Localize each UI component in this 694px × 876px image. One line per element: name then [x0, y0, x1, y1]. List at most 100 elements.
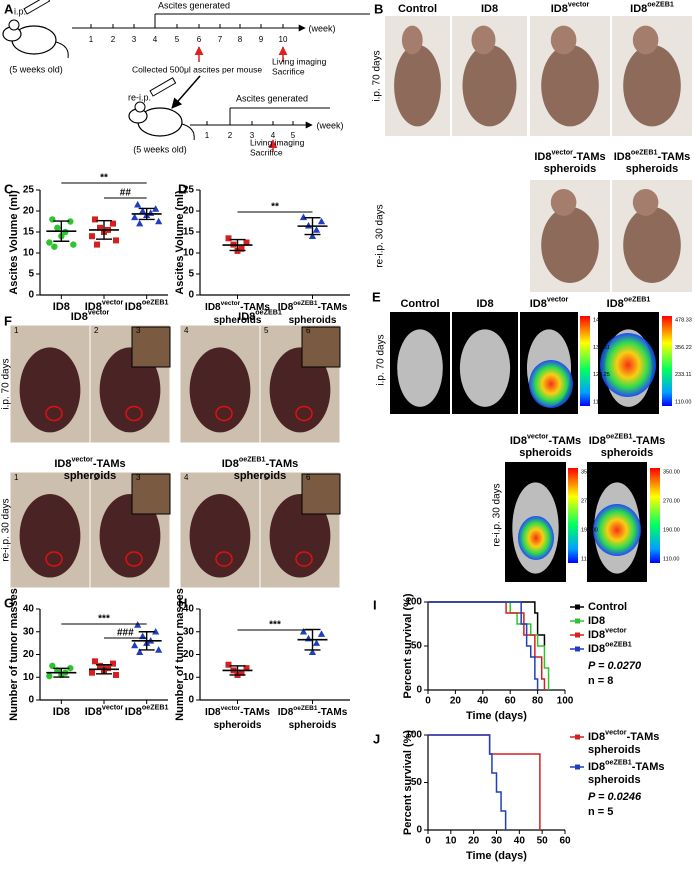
- label-part: ID8: [530, 298, 547, 310]
- scale-label: 356.22: [675, 345, 692, 351]
- photo-number: 5: [264, 326, 269, 335]
- data-point: [238, 669, 245, 676]
- mouse-icon: [134, 101, 146, 113]
- superscript: oeZEB1: [605, 758, 632, 766]
- label-part: spheroids: [588, 744, 641, 756]
- label-part: -TAMs: [240, 707, 270, 718]
- y-tick-label: 100: [405, 597, 422, 608]
- label-part: ID8: [588, 615, 605, 627]
- superscript: oeZEB1: [606, 432, 633, 440]
- label: ID8oeZEB1-TAMs: [222, 455, 299, 469]
- photo: [459, 329, 511, 407]
- label: ID8oeZEB1: [238, 308, 282, 322]
- label: re-i.p.: [128, 92, 151, 102]
- survival-curve: [428, 601, 546, 646]
- x-tick-label: ID8vector-TAMs: [205, 705, 270, 718]
- label: Ascites generated: [158, 0, 230, 10]
- label-part: ID8: [85, 301, 102, 313]
- scale-label: 140.76: [593, 317, 610, 323]
- x-tick-label: ID8oeZEB1: [125, 703, 169, 717]
- label-part: spheroids: [519, 447, 572, 459]
- y-axis-label: Number of tumor masses: [8, 588, 20, 721]
- label-part: ID8: [588, 731, 605, 743]
- annotation: P = 0.0246: [588, 791, 642, 803]
- mouse-icon: [55, 41, 69, 59]
- label: ID8vector: [551, 0, 590, 14]
- superscript: oeZEB1: [605, 640, 632, 648]
- photo-number: 1: [14, 326, 19, 335]
- photo: [394, 44, 441, 127]
- label: re-i.p. 30 days: [492, 483, 503, 546]
- data-point: [225, 661, 232, 668]
- x-tick-label: ID8: [53, 301, 70, 313]
- signal: [600, 333, 656, 397]
- panel-label: C: [4, 181, 14, 196]
- label: 6: [197, 35, 202, 44]
- scale-label: 478.33: [675, 317, 692, 323]
- photo: [462, 44, 517, 127]
- superscript: vector: [221, 300, 241, 307]
- data-point: [134, 200, 142, 208]
- data-point: [89, 233, 95, 240]
- scale-label: 130.51: [593, 345, 610, 351]
- scale-label: 350.00: [663, 469, 680, 475]
- panel-label: H: [178, 595, 187, 610]
- photo: [623, 206, 681, 284]
- scale-label: 270.00: [663, 498, 680, 504]
- superscript: oeZEB1: [142, 298, 169, 306]
- data-point: [152, 627, 160, 635]
- x-tick-label: 20: [450, 696, 462, 707]
- data-point: [46, 239, 53, 246]
- photo: [541, 206, 599, 284]
- label: re-i.p. 30 days: [375, 204, 386, 267]
- legend-label: spheroids: [588, 744, 641, 756]
- photo: [269, 347, 331, 433]
- label-part: ID8: [510, 435, 527, 447]
- y-tick-label: 5: [28, 269, 34, 280]
- scale-label: 120.25: [593, 372, 610, 378]
- y-tick-label: 0: [188, 695, 194, 706]
- y-tick-label: 15: [183, 227, 195, 238]
- inset-photo: [131, 473, 171, 515]
- label: ID8vector-TAMs: [510, 432, 581, 446]
- legend-label: ID8oeZEB1-TAMs: [588, 758, 665, 772]
- label: ID8: [476, 298, 493, 310]
- scale-label: 110.00: [675, 399, 691, 405]
- legend-swatch: [575, 618, 580, 624]
- label: ID8oeZEB1-TAMs: [614, 148, 691, 162]
- label-part: spheroids: [64, 470, 117, 482]
- label-part: spheroids: [214, 315, 262, 326]
- label-part: -TAMs: [240, 302, 270, 313]
- panel-label: A: [4, 1, 14, 16]
- rule: [171, 75, 201, 109]
- data-point: [136, 219, 144, 227]
- label-part: ID8: [551, 3, 568, 15]
- photo-number: 5: [264, 473, 269, 482]
- data-point: [89, 669, 95, 676]
- legend-label: Control: [588, 601, 627, 613]
- y-tick-label: 100: [405, 730, 422, 741]
- y-tick-label: 20: [183, 649, 195, 660]
- syringe-icon: [149, 77, 177, 97]
- inset-photo: [131, 326, 171, 368]
- legend-swatch: [575, 604, 580, 610]
- y-axis-label: Percent survival (%): [402, 593, 414, 698]
- photo: [541, 44, 599, 127]
- photo-number: 4: [184, 473, 189, 482]
- x-tick-label: ID8vector-TAMs: [205, 300, 270, 313]
- scale-label: 233.11: [675, 372, 691, 378]
- superscript: vector: [102, 703, 124, 711]
- label: Control: [398, 3, 437, 15]
- scale-label: 110.00: [581, 556, 597, 562]
- data-point: [54, 224, 61, 231]
- data-point: [46, 672, 53, 680]
- panel-label: I: [373, 597, 377, 612]
- x-axis-label: Time (days): [466, 850, 527, 862]
- y-tick-label: 25: [183, 185, 195, 196]
- label: ID8vector-TAMs: [534, 148, 605, 162]
- data-point: [139, 632, 147, 640]
- label-part: ID8: [85, 706, 102, 718]
- label: spheroids: [519, 447, 572, 459]
- x-tick-label: ID8oeZEB1-TAMs: [278, 705, 348, 718]
- data-point: [304, 221, 313, 229]
